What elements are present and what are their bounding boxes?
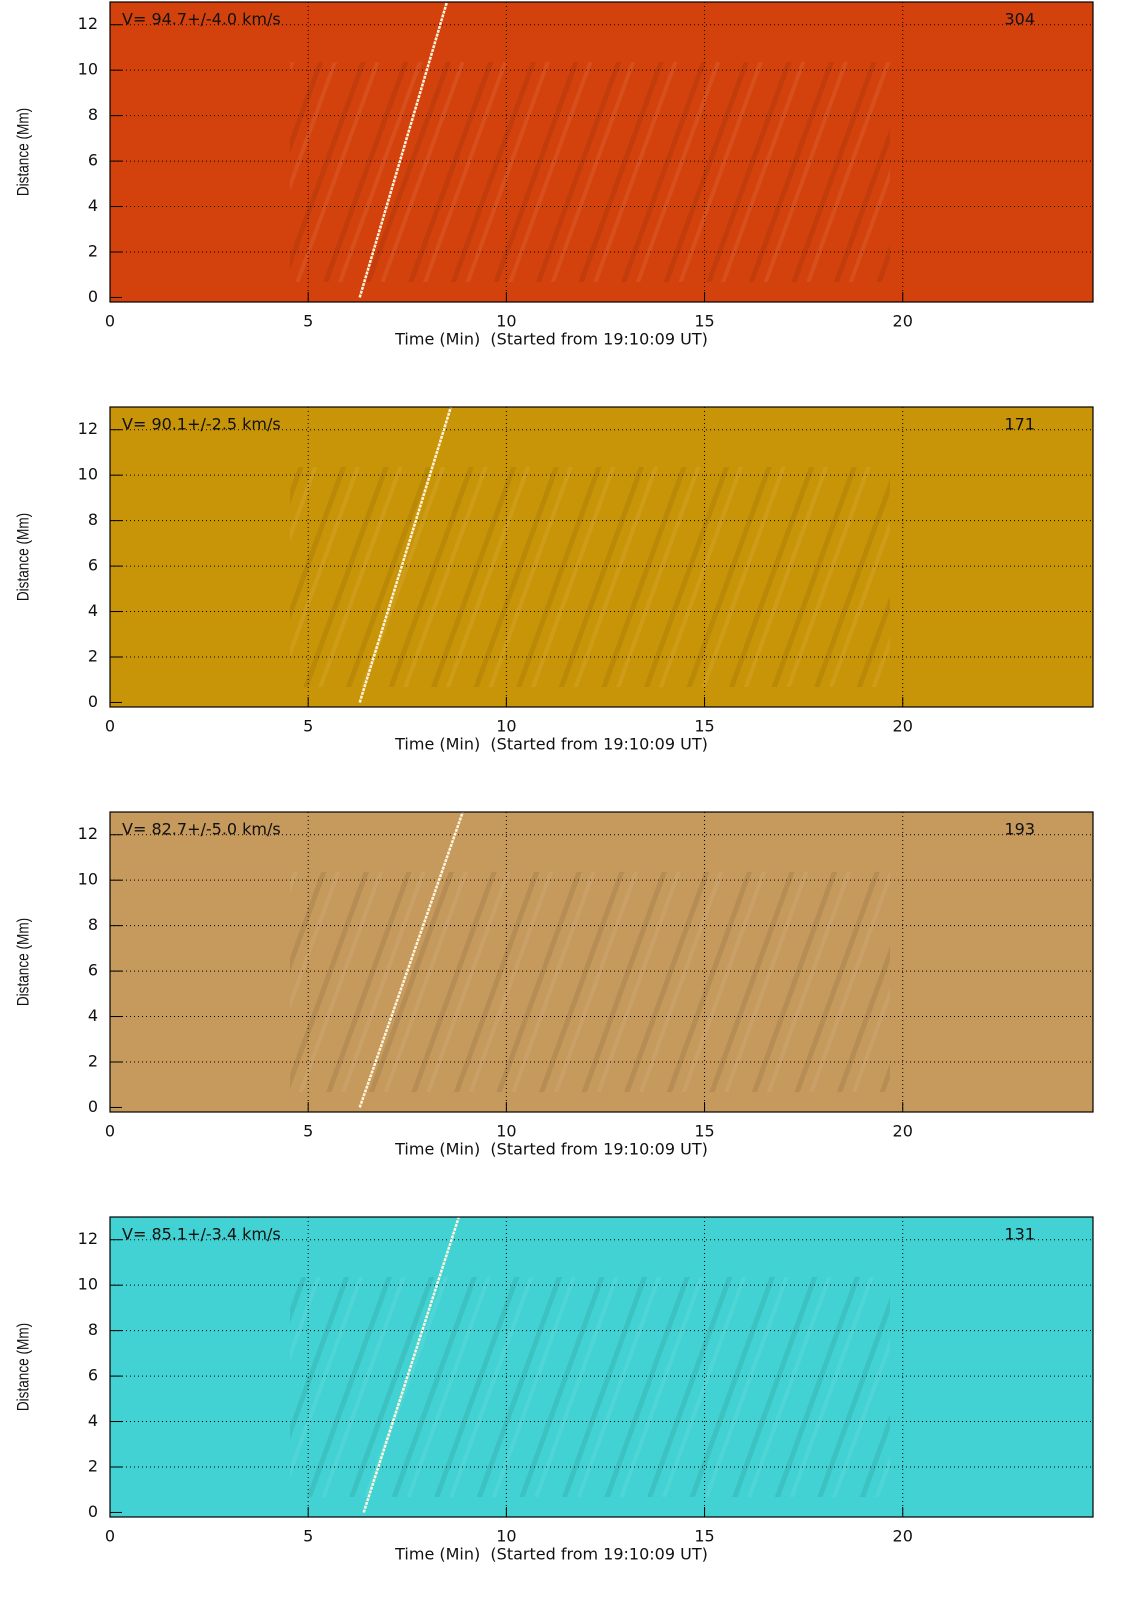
y-axis-title: Distance (Mm) bbox=[14, 1323, 33, 1411]
x-tick-label: 0 bbox=[105, 717, 115, 736]
x-axis-title: Time (Min) (Started from 19:10:09 UT) bbox=[394, 735, 708, 754]
channel-label: 171 bbox=[1004, 415, 1035, 434]
x-axis-title: Time (Min) (Started from 19:10:09 UT) bbox=[394, 1545, 708, 1564]
x-tick-label: 0 bbox=[105, 1122, 115, 1141]
x-tick-label: 5 bbox=[303, 1527, 313, 1546]
channel-label: 304 bbox=[1004, 10, 1035, 29]
y-tick-label: 6 bbox=[88, 151, 98, 170]
y-tick-label: 0 bbox=[88, 692, 98, 711]
panel: 0 5 10 15 20 0 2 4 6 8 10 12 V= 85.1+/-3.4 km/s 131 Ti… bbox=[14, 1217, 1093, 1564]
x-tick-label: 10 bbox=[496, 1122, 516, 1141]
texture bbox=[290, 467, 890, 687]
texture bbox=[290, 872, 890, 1092]
panel: 0 5 10 15 20 0 2 4 6 8 10 12 V= 82.7+/-5.0 km/s 193 Ti… bbox=[14, 812, 1093, 1159]
texture bbox=[290, 62, 890, 282]
x-tick-label: 5 bbox=[303, 312, 313, 331]
y-tick-label: 6 bbox=[88, 1366, 98, 1385]
y-axis-title: Distance (Mm) bbox=[14, 918, 33, 1006]
y-tick-label: 8 bbox=[88, 510, 98, 529]
y-tick-label: 4 bbox=[88, 1411, 98, 1430]
y-tick-label: 2 bbox=[88, 1457, 98, 1476]
x-tick-label: 15 bbox=[694, 717, 714, 736]
y-tick-label: 8 bbox=[88, 105, 98, 124]
y-tick-label: 12 bbox=[78, 14, 98, 33]
y-tick-label: 8 bbox=[88, 1320, 98, 1339]
y-tick-label: 12 bbox=[78, 1229, 98, 1248]
y-axis-title: Distance (Mm) bbox=[14, 513, 33, 601]
panel: 0 5 10 15 20 0 2 4 6 8 10 12 V= 94.7+/-4.0 km/s 304 Ti… bbox=[14, 2, 1093, 349]
x-tick-label: 10 bbox=[496, 312, 516, 331]
x-tick-label: 0 bbox=[105, 1527, 115, 1546]
y-tick-label: 10 bbox=[78, 1275, 98, 1294]
x-tick-label: 20 bbox=[893, 1122, 913, 1141]
x-tick-label: 10 bbox=[496, 717, 516, 736]
y-tick-label: 6 bbox=[88, 556, 98, 575]
x-axis-title: Time (Min) (Started from 19:10:09 UT) bbox=[394, 330, 708, 349]
x-tick-label: 20 bbox=[893, 1527, 913, 1546]
x-tick-label: 20 bbox=[893, 312, 913, 331]
y-tick-label: 6 bbox=[88, 961, 98, 980]
y-axis-title: Distance (Mm) bbox=[14, 108, 33, 196]
channel-label: 131 bbox=[1004, 1225, 1035, 1244]
x-tick-label: 15 bbox=[694, 1527, 714, 1546]
x-tick-label: 15 bbox=[694, 1122, 714, 1141]
y-tick-label: 10 bbox=[78, 465, 98, 484]
x-tick-label: 20 bbox=[893, 717, 913, 736]
channel-label: 193 bbox=[1004, 820, 1035, 839]
y-tick-label: 4 bbox=[88, 1006, 98, 1025]
y-tick-label: 2 bbox=[88, 242, 98, 261]
y-tick-label: 10 bbox=[78, 870, 98, 889]
y-tick-label: 10 bbox=[78, 60, 98, 79]
y-tick-label: 12 bbox=[78, 824, 98, 843]
x-tick-label: 0 bbox=[105, 312, 115, 331]
x-axis-title: Time (Min) (Started from 19:10:09 UT) bbox=[394, 1140, 708, 1159]
x-tick-label: 5 bbox=[303, 1122, 313, 1141]
y-tick-label: 0 bbox=[88, 287, 98, 306]
y-tick-label: 4 bbox=[88, 196, 98, 215]
y-tick-label: 12 bbox=[78, 419, 98, 438]
y-tick-label: 4 bbox=[88, 601, 98, 620]
y-tick-label: 0 bbox=[88, 1502, 98, 1521]
x-tick-label: 10 bbox=[496, 1527, 516, 1546]
panel: 0 5 10 15 20 0 2 4 6 8 10 12 V= 90.1+/-2.5 km/s 171 Ti… bbox=[14, 407, 1093, 754]
y-tick-label: 8 bbox=[88, 915, 98, 934]
y-tick-label: 2 bbox=[88, 647, 98, 666]
annotation: V= 85.1+/-3.4 km/s bbox=[122, 1225, 281, 1244]
annotation: V= 90.1+/-2.5 km/s bbox=[122, 415, 281, 434]
x-tick-label: 5 bbox=[303, 717, 313, 736]
annotation: V= 82.7+/-5.0 km/s bbox=[122, 820, 281, 839]
annotation: V= 94.7+/-4.0 km/s bbox=[122, 10, 281, 29]
y-tick-label: 2 bbox=[88, 1052, 98, 1071]
y-tick-label: 0 bbox=[88, 1097, 98, 1116]
x-tick-label: 15 bbox=[694, 312, 714, 331]
figure: 05101520024681012V= 94.7+/-4.0 km/s304Ti… bbox=[0, 0, 1129, 1619]
texture bbox=[290, 1277, 890, 1497]
